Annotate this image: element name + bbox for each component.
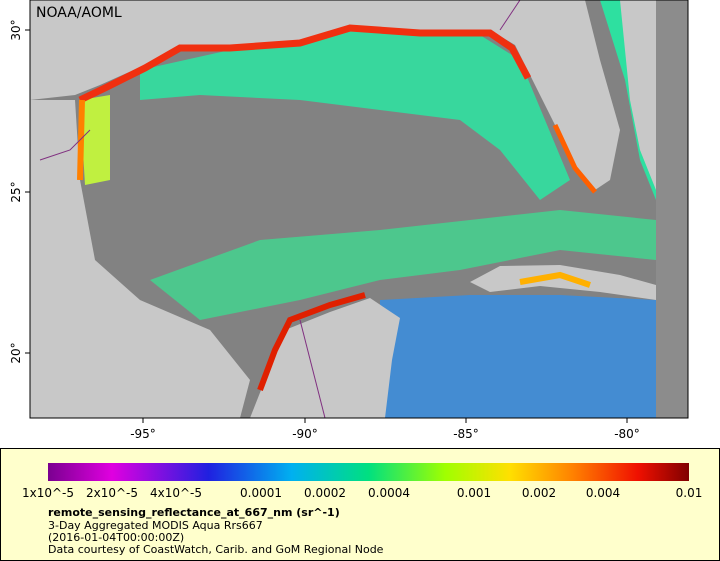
lat-label: 20° — [9, 342, 23, 363]
map — [30, 0, 688, 418]
coastal-band — [78, 24, 532, 104]
land — [30, 0, 620, 190]
data-swath — [380, 295, 656, 418]
colorbar-ticks: 1x10^-5 2x10^-5 4x10^-5 0.0001 0.0002 0.0004 0… — [22, 486, 702, 500]
colorbar — [48, 463, 689, 481]
colorbar-label: 2x10^-5 — [86, 486, 138, 500]
coastal-band — [77, 99, 85, 181]
land — [250, 298, 400, 418]
colorbar-label: 0.0001 — [240, 486, 282, 500]
lat-label: 30° — [9, 19, 23, 40]
data-swath — [140, 30, 570, 200]
colorbar-label: 1x10^-5 — [22, 486, 74, 500]
lon-label: -85° — [453, 427, 479, 441]
legend-line: Data courtesy of CoastWatch, Carib. and … — [48, 543, 384, 556]
coastal-band — [552, 123, 597, 194]
legend-line: (2016-01-04T00:00:00Z) — [48, 531, 184, 544]
border — [39, 129, 91, 161]
colorbar-label: 0.0002 — [304, 486, 346, 500]
colorbar-label: 0.0004 — [368, 486, 410, 500]
coastal-band — [519, 271, 591, 288]
colorbar-label: 0.01 — [676, 486, 703, 500]
axis-labels: -95° -90° -85° -80° 30° 25° 20° — [9, 19, 640, 441]
land — [620, 0, 656, 190]
land — [30, 100, 250, 418]
no-data — [656, 0, 688, 418]
lat-label: 25° — [9, 181, 23, 202]
coastal-band — [257, 292, 366, 392]
lon-label: -80° — [614, 427, 640, 441]
colorbar-label: 4x10^-5 — [150, 486, 202, 500]
data-swath — [80, 95, 110, 185]
credit: NOAA/AOML — [36, 5, 122, 21]
land — [470, 265, 656, 300]
legend-title: remote_sensing_reflectance_at_667_nm (sr… — [48, 506, 340, 519]
lon-label: -90° — [292, 427, 318, 441]
data-swath — [150, 210, 656, 320]
map-frame — [29, 0, 689, 419]
lon-label: -95° — [130, 427, 156, 441]
colorbar-label: 0.001 — [457, 486, 491, 500]
colorbar-label: 0.002 — [522, 486, 556, 500]
legend-line: 3-Day Aggregated MODIS Aqua Rrs667 — [48, 519, 263, 532]
border — [499, 0, 521, 31]
border — [299, 319, 326, 418]
colorbar-label: 0.004 — [586, 486, 620, 500]
